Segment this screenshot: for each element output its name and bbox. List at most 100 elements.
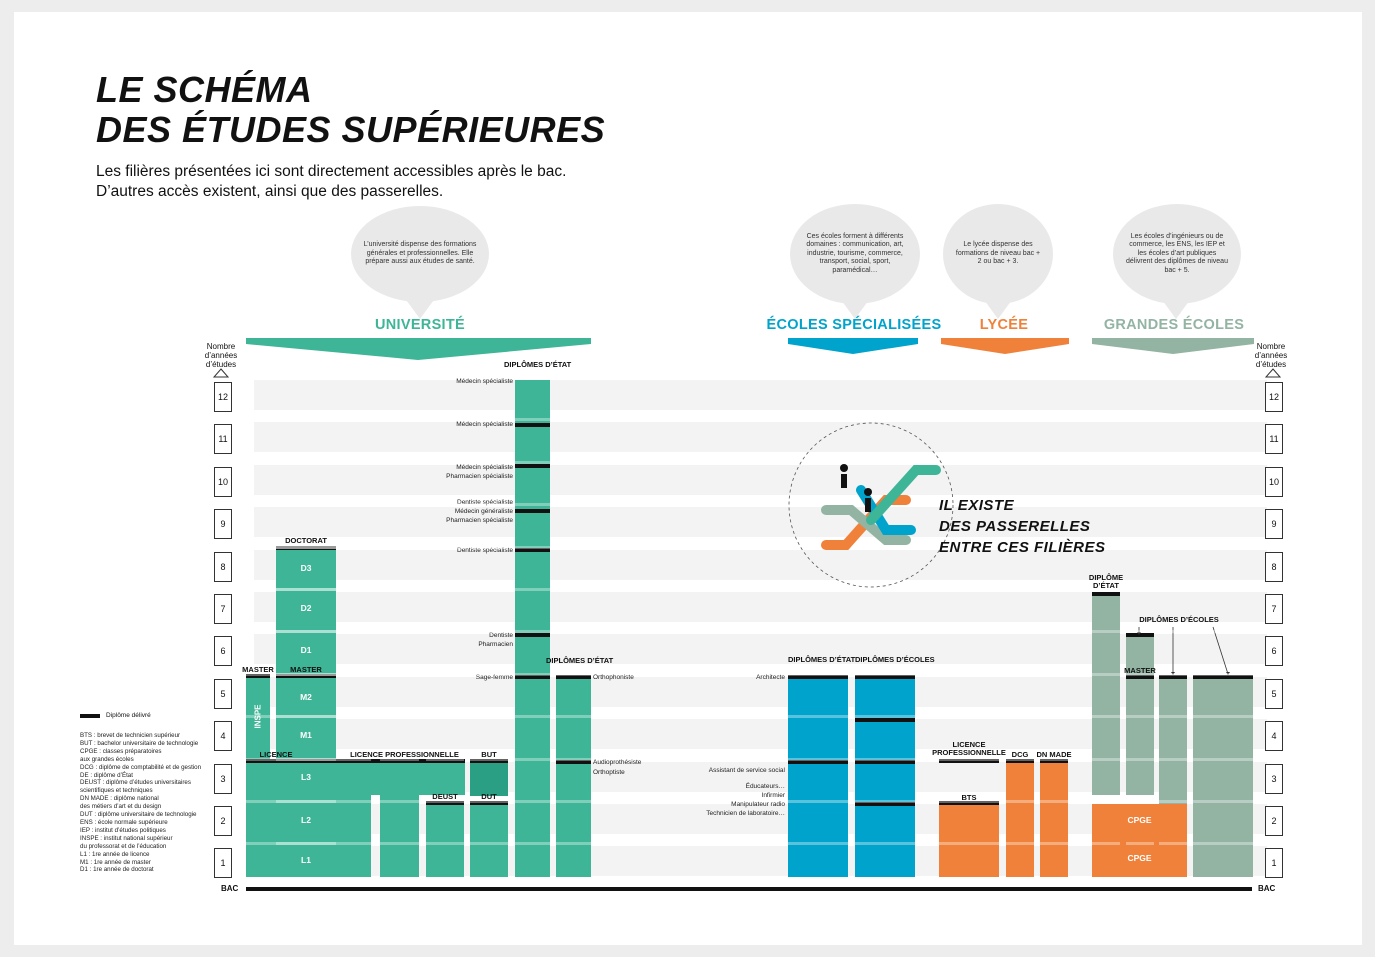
year-separator	[470, 460, 508, 464]
bubble-ecoles: Ces écoles forment à différents domaines…	[790, 204, 920, 304]
bubble-tail-grandes-ecoles	[1160, 297, 1192, 319]
year-separator	[1159, 630, 1187, 634]
year-separator	[380, 800, 419, 803]
bubble-universite: L’université dispense des formations gén…	[351, 206, 489, 302]
legend-item: CPGE : classes préparatoires	[80, 747, 162, 755]
label-d3: D3	[300, 563, 312, 573]
block-cpge	[1092, 804, 1187, 877]
year-separator	[470, 630, 508, 634]
cap-dentiste-6	[515, 633, 550, 637]
legend-swatch	[80, 714, 100, 718]
year-separator	[1040, 715, 1068, 719]
year-separator	[1092, 715, 1120, 719]
label-orthoptiste: Orthoptiste	[593, 769, 625, 776]
year-separator	[1040, 757, 1068, 761]
legend-item: DE : diplôme d’État	[80, 771, 133, 779]
year-separator	[470, 672, 508, 676]
label-generaliste-9: Médecin généraliste	[454, 508, 513, 515]
year-separator	[1159, 842, 1187, 846]
year-separator	[380, 672, 419, 676]
label-infirmier: Infirmier	[761, 792, 785, 799]
label-diplome-etat-ge: DIPLÔME D’ÉTAT	[1088, 573, 1124, 590]
label-pharma-10: Pharmacien spécialiste	[446, 473, 513, 480]
year-separator	[470, 503, 508, 507]
year-box-right: 9	[1265, 509, 1283, 540]
year-separator	[855, 460, 915, 464]
legend-item: D1 : 1re année de doctorat	[80, 866, 154, 874]
year-separator	[1006, 503, 1034, 507]
block-diplome-etat-ge	[1092, 595, 1120, 795]
year-separator	[855, 800, 915, 803]
category-lycee: LYCÉE	[979, 317, 1029, 333]
label-educateurs: Éducateurs…	[745, 783, 785, 790]
block-dcg	[1006, 762, 1034, 877]
year-separator	[515, 503, 550, 507]
year-separator	[1126, 418, 1154, 422]
year-separator	[276, 842, 336, 846]
bac-label-left: BAC	[221, 884, 239, 893]
year-separator	[276, 715, 336, 719]
axis-label-right: Nombre d’années d’études	[1254, 342, 1288, 369]
cap-medecin-10	[515, 464, 550, 468]
year-separator	[939, 503, 999, 507]
year-separator	[788, 460, 848, 464]
year-separator	[1126, 757, 1154, 761]
year-separator	[1006, 715, 1034, 719]
year-separator	[380, 630, 419, 634]
label-dn-made: DN MADE	[1036, 750, 1072, 759]
year-separator	[1159, 503, 1187, 507]
year-separator	[556, 503, 591, 507]
year-box-right: 2	[1265, 806, 1283, 836]
label-cpge-1: CPGE	[1127, 853, 1152, 863]
year-separator	[1092, 672, 1120, 676]
block-but	[470, 762, 508, 796]
cap-licence-pro-lycee	[939, 759, 999, 763]
year-separator	[1006, 545, 1034, 549]
cap-ge-col4	[1193, 675, 1253, 679]
label-diplomes-etat-sante: DIPLÔMES D’ÉTAT	[504, 360, 572, 369]
year-separator	[1006, 630, 1034, 634]
passerelles-line-3: ENTRE CES FILIÈRES	[939, 539, 1106, 556]
year-separator	[1159, 757, 1187, 761]
label-pharma-9: Pharmacien spécialiste	[446, 517, 513, 524]
label-sage-femme: Sage-femme	[475, 674, 513, 681]
year-separator	[556, 672, 591, 676]
year-separator	[1193, 630, 1253, 634]
label-assistant: Assistant de service social	[708, 767, 785, 774]
block-licence-pro	[344, 762, 465, 795]
year-box-right: 4	[1265, 721, 1283, 752]
year-separator	[246, 842, 371, 846]
category-grandes-ecoles: GRANDES ÉCOLES	[1103, 317, 1245, 333]
year-separator	[246, 757, 371, 761]
year-separator	[556, 418, 591, 422]
cap-dn-made	[1040, 759, 1068, 763]
year-separator	[1193, 503, 1253, 507]
bubble-tail-universite	[404, 297, 436, 319]
year-separator	[246, 588, 371, 591]
year-separator	[788, 588, 848, 591]
label-diplomes-ecoles-ge: DIPLÔMES D’ÉCOLES	[1139, 615, 1219, 624]
year-box-right: 3	[1265, 763, 1283, 794]
year-separator	[556, 842, 591, 846]
year-separator	[1092, 757, 1120, 761]
legend-item: IEP : institut d’études politiques	[80, 826, 166, 834]
label-dut: DUT	[481, 792, 497, 801]
year-separator	[1193, 842, 1253, 846]
bac-baseline	[246, 887, 1252, 891]
cap-ecoles-4	[855, 718, 915, 722]
year-separator	[939, 757, 999, 761]
year-separator	[1092, 503, 1120, 507]
legend-item: scientifiques et techniques	[80, 787, 153, 795]
cap-ecoles-5	[855, 675, 915, 679]
page-title: LE SCHÉMA DES ÉTUDES SUPÉRIEURES	[96, 70, 605, 150]
year-separator	[470, 842, 508, 846]
year-box-left: 11	[214, 424, 232, 455]
year-separator	[788, 757, 848, 761]
year-separator	[556, 588, 591, 591]
axis-arrow-left-icon	[213, 368, 229, 378]
year-separator	[380, 460, 419, 464]
year-separator	[426, 588, 464, 591]
year-separator	[1126, 588, 1154, 591]
year-separator	[1159, 715, 1187, 719]
year-band	[254, 422, 1267, 453]
